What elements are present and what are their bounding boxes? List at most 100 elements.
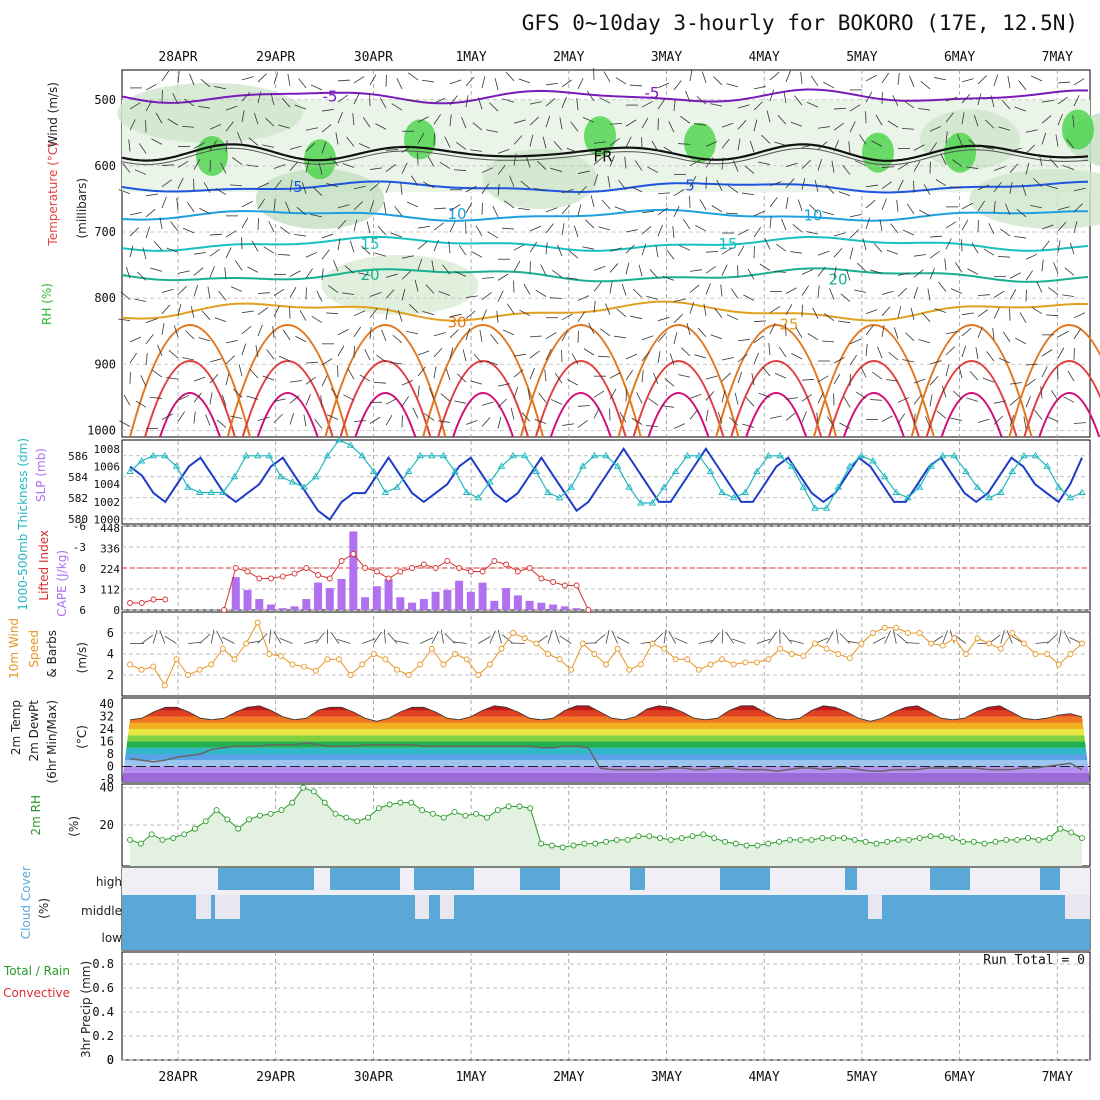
wind-barb [737,245,745,257]
p5-ytick: 8 [107,747,114,761]
wind-barb [369,416,381,424]
thickness-line-point [648,499,657,506]
wind-barb [747,268,755,280]
wind-barb [717,411,723,424]
wind-barb [721,138,730,149]
wind-barb [593,281,602,292]
lifted-index-line-point [514,568,521,575]
wind-barb [897,305,902,318]
wind-barb [209,140,218,151]
wind-barb [624,156,627,169]
rh-line-point [851,836,858,843]
wind-barb [952,159,963,167]
wind-barb [369,74,377,86]
wind-barb [737,120,747,130]
panel-frame-p2 [121,439,1091,525]
wind-barb [814,179,819,192]
wind-barb [513,119,526,124]
p1-mb-label: (millibars) [75,178,89,239]
wind-barb [544,369,547,382]
rh-line-point [776,838,783,845]
wind-barb [1016,208,1027,218]
warm-isotherm-arc [1038,392,1100,438]
wind-barb [438,420,451,423]
wind-barb [218,290,227,301]
wind-barb [177,303,182,316]
p2-thick-tick: 580 [68,513,88,526]
wind-barb [849,338,862,345]
thickness-line-point [938,451,947,459]
wind-barb [576,98,579,111]
wind-barb [714,307,723,318]
wind-barb [445,368,451,381]
cape-bar [408,602,417,610]
wind-barb [385,149,398,151]
wind-speed-line-point [231,656,238,663]
wind-barb [296,206,307,216]
date-label-bottom: 30APR [354,1070,393,1085]
rh-line-point [451,809,458,815]
rh-line-point [321,799,328,806]
wind-barb [655,245,659,258]
wind-barb [390,232,403,238]
thickness-line-point [590,451,599,459]
wind-barb [801,285,810,296]
wind-barb [449,329,459,339]
date-label-bottom: 1MAY [455,1070,486,1085]
rh-line-point [1046,835,1053,841]
panel-frame-p1 [121,69,1091,438]
wind-speed-line-point [417,661,424,668]
wind-speed-line-point [545,651,551,657]
wind-barb [769,415,782,419]
wind-barb [134,298,147,302]
wind-barb [838,320,851,324]
lifted-index-line-point [420,561,427,568]
isotherm-20 [121,267,1089,283]
wind-barb [344,265,355,274]
wind-barb [817,375,829,383]
wind-barb [177,395,190,401]
wind-speed-line-point [568,666,575,673]
wind-barb [969,370,979,381]
thickness-line-point [335,436,343,443]
slp-line [129,446,1083,522]
wind-barb [941,385,947,398]
cloud-mid-gap [440,895,454,919]
wind-barb [145,334,154,345]
wind-barb [1073,221,1078,234]
p2-slp-tick: 1002 [94,496,121,509]
wind-barb [993,415,1003,425]
isotherm-label: 10 [447,205,466,223]
wind-barb [737,229,749,236]
cape-bar [243,589,252,610]
rh-green-cell [944,132,976,173]
thickness-line-point [555,493,564,501]
cape-bar [525,600,534,610]
thickness-line-point [729,493,738,501]
wind-barb [433,97,446,104]
wind-barb [1036,281,1043,293]
wind-barb [137,271,147,281]
wind-barb [465,76,475,87]
wind-barb [945,364,950,377]
p3-cape-tick: 224 [100,563,120,576]
wind-barb [509,175,515,187]
wind-barb [977,184,990,191]
wind-barb [465,95,469,108]
wind-barb [545,349,552,361]
thickness-line-point [695,451,703,459]
wind-barb [737,138,741,151]
wind-barb [648,397,659,406]
rh-line-point [754,842,761,849]
wind-barb [273,72,279,85]
rh-line-point [732,840,739,847]
wind-barb [1057,81,1070,84]
cape-bar [384,578,393,610]
wind-barb [377,225,387,236]
wind-barb [401,396,410,407]
wind-barb [346,136,355,147]
wind-barb [353,93,360,105]
rh-line-point [440,814,447,821]
wind-barb [134,169,147,175]
wind-barb [257,292,270,294]
